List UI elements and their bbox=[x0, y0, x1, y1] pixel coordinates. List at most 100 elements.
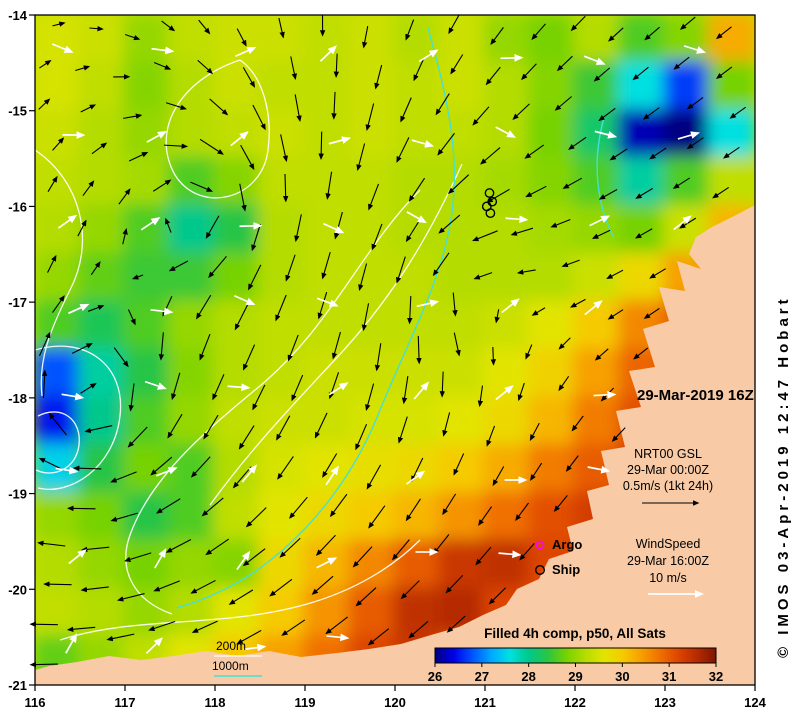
current-vector bbox=[153, 62, 172, 70]
sst-cell bbox=[213, 15, 262, 65]
current-vector bbox=[148, 621, 176, 632]
sst-cell bbox=[528, 443, 577, 496]
depth-200-label: 200m bbox=[216, 639, 246, 653]
current-vector bbox=[52, 21, 66, 27]
current-vector bbox=[240, 144, 255, 171]
sst-cell bbox=[348, 443, 397, 496]
sst-cell bbox=[258, 300, 307, 352]
gsl-legend-title: NRT00 GSL bbox=[634, 447, 702, 461]
sst-cell bbox=[393, 395, 442, 448]
current-vector bbox=[47, 254, 57, 273]
sst-cell bbox=[438, 348, 487, 400]
sst-cell bbox=[78, 587, 127, 640]
current-vector bbox=[673, 56, 690, 70]
current-vector bbox=[196, 294, 212, 320]
current-vector bbox=[315, 534, 336, 556]
current-vector bbox=[530, 462, 543, 481]
current-vector bbox=[89, 25, 104, 32]
wind-vector bbox=[146, 130, 167, 143]
current-vector bbox=[238, 425, 255, 450]
current-vector bbox=[531, 307, 546, 316]
sst-cell bbox=[438, 156, 487, 209]
sst-cell bbox=[573, 204, 622, 257]
current-vector bbox=[242, 67, 256, 88]
sst-cell bbox=[438, 108, 487, 161]
current-vector bbox=[450, 54, 464, 75]
sst-cell bbox=[708, 15, 755, 65]
sst-cell bbox=[618, 156, 667, 209]
y-tick-label: -18 bbox=[8, 391, 27, 406]
current-vector bbox=[52, 295, 65, 313]
current-vector bbox=[325, 616, 348, 635]
current-vector bbox=[368, 505, 386, 529]
current-vector bbox=[477, 385, 484, 408]
sst-cell bbox=[35, 15, 82, 65]
wind-vector bbox=[505, 215, 529, 224]
wind-vector bbox=[57, 214, 78, 229]
sst-cell bbox=[258, 539, 307, 592]
sst-cell bbox=[258, 252, 307, 305]
current-vector bbox=[374, 64, 383, 90]
current-vector bbox=[452, 292, 458, 317]
contour-200m bbox=[125, 189, 421, 615]
wind-vector bbox=[328, 382, 349, 396]
sst-cell bbox=[303, 15, 352, 65]
wind-vector bbox=[319, 45, 338, 62]
sst-cell bbox=[438, 443, 487, 496]
current-vector bbox=[490, 347, 497, 366]
current-vector bbox=[356, 143, 366, 172]
wind-vector bbox=[227, 383, 251, 392]
sst-cell bbox=[78, 443, 127, 496]
current-vector bbox=[649, 268, 666, 279]
current-vector bbox=[591, 229, 611, 239]
sst-cell bbox=[393, 587, 442, 640]
current-vector bbox=[165, 539, 192, 553]
sst-cell bbox=[393, 300, 442, 352]
current-vector bbox=[122, 227, 128, 245]
sst-cell bbox=[303, 348, 352, 400]
current-vector bbox=[643, 307, 660, 319]
bathymetry-contours bbox=[35, 27, 615, 641]
current-vector bbox=[633, 347, 649, 360]
current-vector bbox=[245, 507, 267, 528]
sst-cell bbox=[35, 587, 82, 640]
current-vector bbox=[686, 97, 704, 110]
current-vector bbox=[447, 174, 470, 195]
wind-vector bbox=[241, 464, 258, 483]
current-vector bbox=[318, 131, 324, 161]
wind-legend-scale: 10 m/s bbox=[649, 571, 687, 585]
current-vector bbox=[321, 251, 331, 280]
sst-cell bbox=[528, 348, 577, 400]
sst-cell bbox=[35, 539, 82, 592]
wind-vector bbox=[234, 294, 256, 306]
axes: 116 117 118 119 120 121 122 123 124 -14 -15 -16 -17 -… bbox=[8, 8, 766, 710]
current-vector bbox=[478, 506, 493, 526]
current-vector bbox=[43, 581, 72, 587]
current-vector bbox=[199, 333, 211, 361]
current-vector bbox=[529, 422, 540, 441]
wind-vector bbox=[673, 215, 692, 231]
sst-cell bbox=[618, 15, 667, 65]
current-vector bbox=[281, 619, 306, 636]
sst-cell bbox=[663, 60, 712, 113]
current-vector bbox=[408, 621, 429, 639]
datetime-label: 29-Mar-2019 16Z bbox=[637, 387, 754, 404]
sst-cell bbox=[123, 539, 172, 592]
wind-vector bbox=[405, 470, 426, 485]
ship-marker-icon bbox=[535, 565, 546, 576]
current-vector bbox=[352, 546, 373, 568]
annotations: 29-Mar-2019 16Z NRT00 GSL 29-Mar 00:00Z … bbox=[212, 295, 792, 677]
current-vector bbox=[722, 146, 740, 159]
current-vector bbox=[366, 464, 382, 490]
sst-cell bbox=[123, 300, 172, 352]
x-tick-label: 118 bbox=[205, 695, 226, 710]
sst-cell bbox=[168, 443, 217, 496]
current-vector bbox=[278, 17, 285, 39]
current-vector bbox=[75, 65, 91, 72]
depth-1000-label: 1000m bbox=[212, 659, 249, 673]
sst-cell bbox=[438, 252, 487, 305]
current-vector bbox=[411, 457, 424, 483]
current-vector bbox=[715, 66, 733, 79]
current-vector bbox=[116, 593, 145, 602]
